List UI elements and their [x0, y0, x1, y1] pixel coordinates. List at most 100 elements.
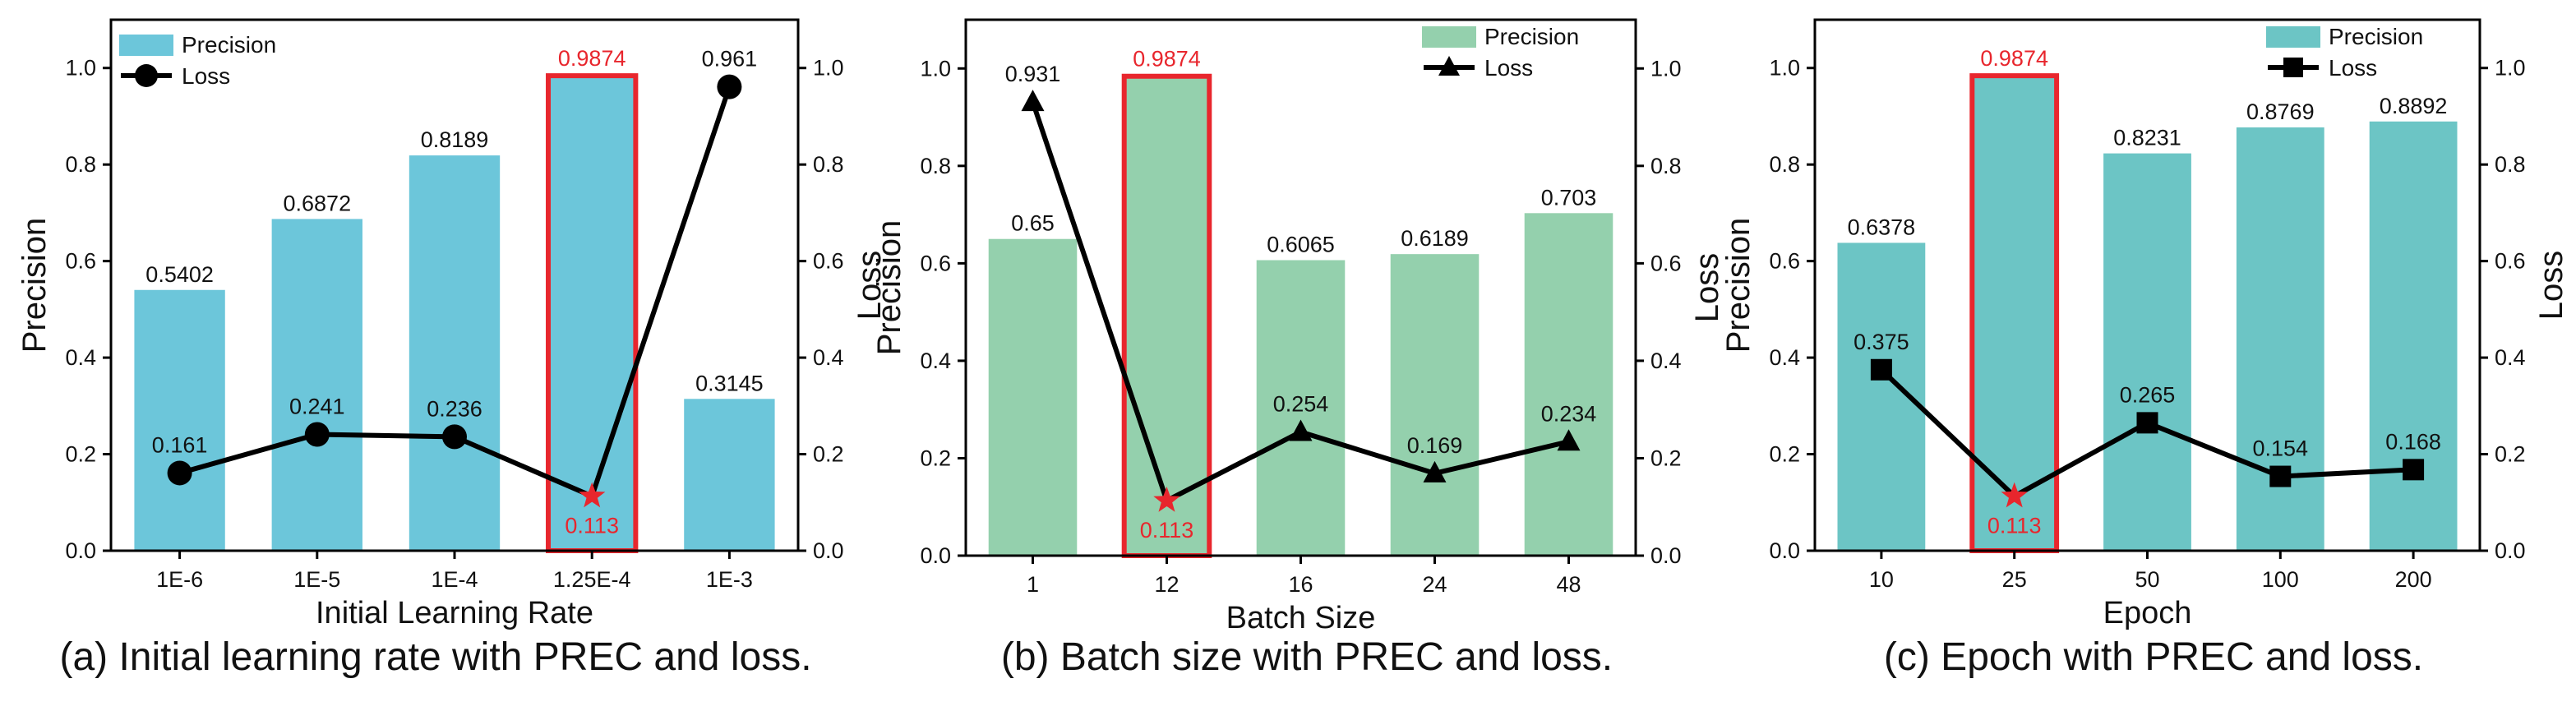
loss-value-label: 0.168	[2385, 429, 2441, 454]
precision-value-label: 0.8189	[421, 127, 489, 152]
precision-value-label: 0.8231	[2113, 126, 2181, 150]
y-axis-title: Precision	[1720, 218, 1757, 353]
loss-marker	[167, 460, 192, 486]
loss-marker	[717, 74, 742, 99]
legend-label-loss: Loss	[1484, 55, 1533, 81]
precision-bar	[1256, 260, 1346, 556]
precision-bar	[409, 155, 501, 551]
loss-value-label: 0.113	[1140, 518, 1194, 542]
y-tick-label: 0.2	[920, 446, 951, 470]
legend: Precision Loss	[119, 32, 276, 89]
y2-tick-label: 0.2	[1650, 446, 1682, 470]
y2-tick-label: 0.6	[2495, 249, 2526, 274]
loss-value-label: 0.161	[152, 432, 208, 457]
legend-swatch-precision	[1422, 26, 1476, 48]
legend-swatch-precision	[2266, 26, 2320, 48]
y2-axis-title: Loss	[1689, 253, 1725, 323]
precision-value-label: 0.6872	[284, 191, 352, 215]
loss-value-label: 0.154	[2253, 436, 2309, 461]
y-tick-label: 0.0	[920, 543, 951, 568]
legend-label-loss: Loss	[2329, 55, 2377, 81]
y2-tick-label: 0.4	[813, 345, 844, 370]
loss-value-label: 0.241	[289, 394, 345, 418]
precision-bar	[1524, 213, 1613, 556]
precision-value-label: 0.9874	[1133, 47, 1201, 72]
loss-value-label: 0.375	[1854, 330, 1909, 354]
loss-value-label: 0.234	[1541, 401, 1597, 426]
y-tick-label: 1.0	[920, 56, 951, 81]
loss-value-label: 0.931	[1005, 62, 1061, 86]
legend: Precision Loss	[2266, 24, 2423, 81]
x-axis-title: Epoch	[2103, 596, 2192, 630]
precision-bar	[2103, 153, 2191, 551]
loss-marker	[1870, 358, 1892, 381]
loss-marker-star	[2001, 482, 2028, 508]
loss-value-label: 0.961	[702, 47, 758, 72]
y2-tick-label: 0.8	[813, 152, 844, 177]
y2-tick-label: 0.2	[2495, 442, 2526, 467]
y2-tick-label: 0.4	[1650, 349, 1682, 373]
y2-axis-title: Loss	[852, 251, 888, 321]
precision-value-label: 0.6065	[1267, 233, 1335, 257]
caption-a: (a) Initial learning rate with PREC and …	[59, 635, 812, 679]
precision-value-label: 0.8769	[2246, 99, 2315, 124]
precision-value-label: 0.65	[1011, 211, 1055, 236]
x-tick-label: 1E-3	[706, 567, 753, 592]
y-tick-label: 0.4	[65, 345, 96, 370]
x-axis-title: Initial Learning Rate	[316, 596, 593, 630]
y2-tick-label: 1.0	[1650, 56, 1682, 81]
precision-value-label: 0.8892	[2380, 94, 2448, 118]
loss-value-label: 0.113	[565, 514, 619, 538]
caption-c: (c) Epoch with PREC and loss.	[1883, 635, 2424, 679]
legend-label-precision: Precision	[2329, 24, 2423, 49]
legend-marker-loss	[135, 64, 158, 87]
loss-marker	[442, 424, 467, 450]
y2-tick-label: 1.0	[2495, 56, 2526, 81]
precision-bar	[271, 219, 362, 551]
loss-marker	[2136, 412, 2158, 434]
y2-tick-label: 0.8	[1650, 154, 1682, 178]
precision-bar	[988, 238, 1078, 556]
precision-value-label: 0.703	[1541, 185, 1597, 210]
legend-marker-loss	[1438, 56, 1460, 76]
y-tick-label: 0.0	[65, 538, 96, 563]
legend-label-precision: Precision	[1484, 24, 1579, 49]
y-tick-label: 0.4	[920, 349, 951, 373]
chart-panel-c: 0.6378 0.9874 0.8231 0.8769 0.8892 0.375 0.113…	[1720, 18, 2569, 630]
y-tick-label: 1.0	[1769, 56, 1800, 81]
precision-bar	[2236, 127, 2324, 552]
legend-label-loss: Loss	[182, 63, 230, 89]
legend: Precision Loss	[1422, 24, 1579, 81]
y2-tick-label: 0.6	[1650, 251, 1682, 275]
caption-b: (b) Batch size with PREC and loss.	[1000, 635, 1613, 679]
y-tick-label: 0.0	[1769, 538, 1800, 563]
precision-value-label: 0.9874	[1980, 46, 2048, 71]
x-tick-label: 1E-4	[431, 567, 478, 592]
loss-marker-star	[579, 482, 606, 508]
loss-marker-star	[1153, 487, 1180, 512]
y-tick-label: 0.2	[1769, 442, 1800, 467]
legend-label-precision: Precision	[182, 32, 276, 58]
x-tick-label: 1.25E-4	[553, 567, 631, 592]
precision-bar	[2369, 121, 2458, 551]
loss-value-label: 0.236	[427, 396, 482, 421]
y2-tick-label: 0.0	[813, 538, 844, 563]
precision-bar	[134, 289, 225, 551]
x-tick-label: 48	[1556, 572, 1581, 597]
precision-bar	[1390, 254, 1480, 556]
x-tick-label: 1E-5	[293, 567, 340, 592]
loss-marker	[2403, 459, 2425, 481]
precision-value-label: 0.9874	[558, 46, 626, 71]
loss-value-label: 0.169	[1407, 433, 1463, 458]
y-tick-label: 0.8	[1769, 152, 1800, 177]
y2-tick-label: 0.4	[2495, 345, 2526, 370]
y-tick-label: 0.6	[920, 251, 951, 275]
y2-axis-title: Loss	[2533, 251, 2569, 321]
y2-tick-label: 0.2	[813, 442, 844, 467]
loss-marker	[1289, 419, 1313, 441]
loss-marker	[304, 422, 330, 447]
y2-tick-label: 0.8	[2495, 152, 2526, 177]
y-axis-title: Precision	[871, 220, 907, 356]
y2-tick-label: 0.6	[813, 249, 844, 274]
